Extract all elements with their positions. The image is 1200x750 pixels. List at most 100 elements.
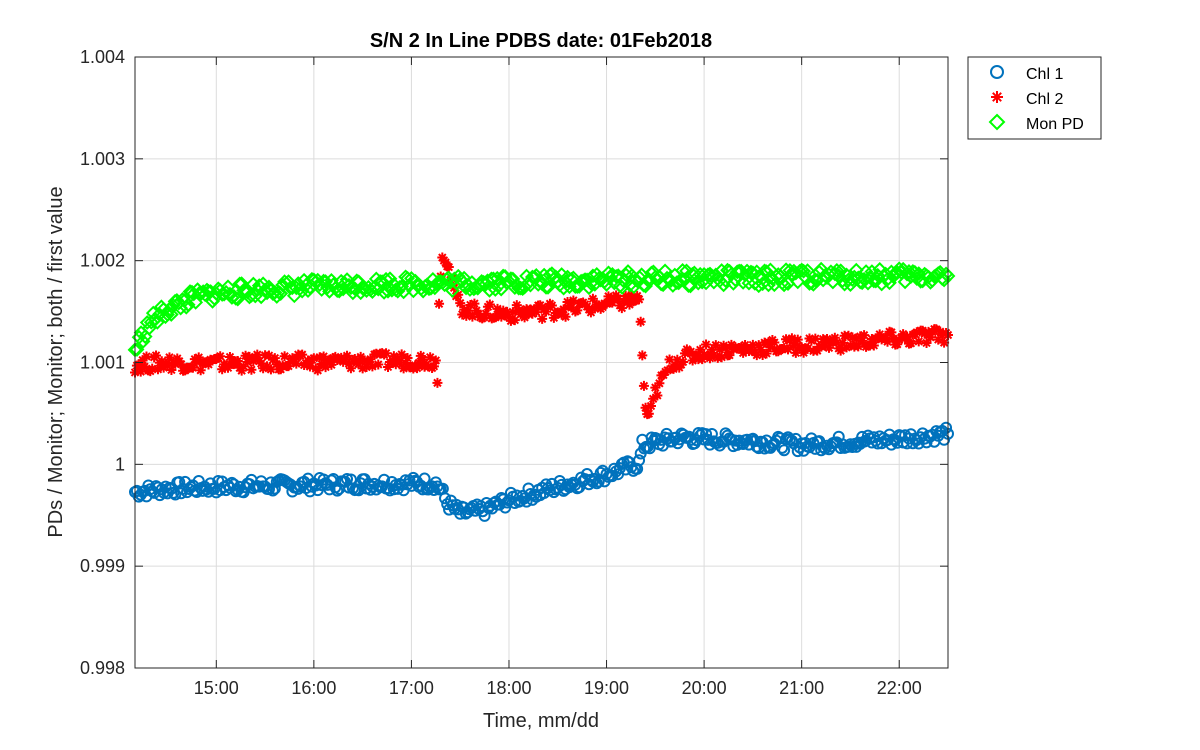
data-point — [279, 351, 290, 362]
data-point — [792, 334, 803, 345]
data-point — [269, 353, 280, 364]
data-point — [911, 327, 922, 338]
data-point — [487, 282, 503, 297]
data-point — [546, 300, 557, 311]
data-point — [482, 282, 497, 298]
data-point — [507, 307, 518, 318]
data-point — [597, 302, 608, 313]
data-point — [565, 478, 578, 491]
data-point — [162, 360, 173, 371]
data-point — [423, 280, 439, 296]
data-point — [847, 332, 858, 343]
data-point — [440, 257, 451, 268]
data-point — [224, 352, 235, 363]
data-point — [308, 353, 319, 364]
x-tick-label: 16:00 — [291, 678, 336, 698]
data-point — [741, 275, 757, 291]
data-point — [242, 357, 253, 368]
data-point — [400, 357, 411, 368]
y-tick-label: 1.004 — [80, 47, 125, 67]
data-point — [454, 507, 467, 520]
data-point — [843, 330, 854, 341]
data-point — [536, 267, 552, 283]
data-point — [460, 277, 476, 293]
data-point — [766, 277, 782, 293]
data-point — [902, 331, 913, 342]
data-point — [541, 306, 552, 317]
data-point — [650, 382, 661, 393]
data-point — [755, 344, 766, 355]
data-point — [413, 357, 424, 368]
data-point — [753, 340, 764, 351]
data-point — [802, 343, 813, 354]
data-point — [886, 327, 897, 338]
data-point — [535, 300, 546, 311]
data-point — [498, 305, 509, 316]
data-point — [888, 333, 899, 344]
data-point — [880, 332, 891, 343]
data-point — [527, 308, 538, 319]
data-point — [937, 330, 948, 341]
data-point — [765, 341, 776, 352]
data-point — [134, 488, 147, 501]
data-point — [269, 289, 285, 304]
data-point — [191, 356, 202, 367]
data-point — [343, 358, 354, 369]
data-point — [439, 492, 452, 505]
data-point — [761, 348, 772, 359]
data-point — [706, 344, 717, 355]
data-point — [672, 354, 683, 365]
data-point — [611, 290, 622, 301]
data-point — [345, 363, 356, 374]
data-point — [548, 312, 559, 323]
data-point — [751, 350, 762, 361]
data-point — [180, 297, 196, 313]
data-point — [710, 340, 721, 351]
data-point — [505, 271, 521, 287]
data-point — [620, 290, 631, 301]
data-point — [889, 265, 905, 280]
data-point — [601, 298, 612, 309]
data-point — [645, 401, 656, 412]
data-point — [857, 335, 868, 346]
data-point — [137, 355, 148, 366]
data-point — [868, 340, 879, 351]
data-point — [156, 356, 167, 367]
data-point — [669, 275, 685, 291]
data-point — [736, 342, 747, 353]
data-point — [931, 324, 942, 335]
legend-marker-mon-pd — [988, 113, 1006, 131]
legend-marker-chl-1 — [990, 65, 1004, 79]
data-point — [217, 364, 228, 375]
data-point — [607, 297, 618, 308]
data-point — [560, 311, 571, 322]
data-point — [935, 326, 946, 337]
data-point — [361, 362, 372, 373]
legend: Chl 1 Chl 2 Mon PD — [967, 56, 1102, 140]
data-point — [312, 277, 328, 292]
data-point — [585, 307, 596, 318]
data-point — [258, 363, 269, 374]
data-point — [144, 483, 157, 496]
data-point — [831, 337, 842, 348]
data-point — [820, 340, 831, 351]
data-point — [538, 279, 554, 295]
data-point — [763, 337, 774, 348]
data-point — [919, 328, 930, 339]
data-point — [489, 270, 505, 286]
data-point — [720, 343, 731, 354]
data-point — [913, 336, 924, 347]
data-point — [443, 262, 454, 273]
data-point — [648, 393, 659, 404]
data-point — [638, 380, 649, 391]
data-point — [165, 297, 181, 313]
data-point — [905, 338, 916, 349]
data-point — [502, 306, 513, 317]
data-point — [398, 363, 409, 374]
data-point — [455, 298, 466, 309]
data-point — [390, 283, 406, 299]
data-point — [143, 314, 159, 330]
y-tick-label: 1.003 — [80, 149, 125, 169]
data-point — [479, 312, 490, 323]
data-point — [232, 356, 243, 367]
